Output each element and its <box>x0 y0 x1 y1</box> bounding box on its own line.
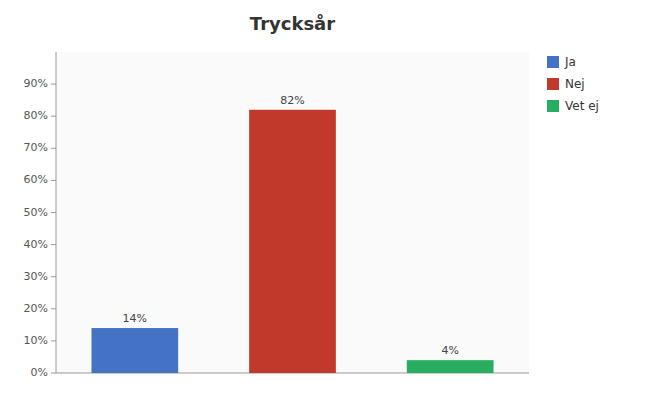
tick-mark <box>51 180 56 181</box>
tick-label: 80% <box>24 109 48 122</box>
bar <box>249 110 336 373</box>
title: Trycksår <box>250 13 335 34</box>
data-label: 14% <box>123 312 147 325</box>
tick-mark <box>51 340 56 341</box>
y-axis-line <box>56 52 57 373</box>
tick-label: 60% <box>24 173 48 186</box>
tick-label: 20% <box>24 302 48 315</box>
bar <box>91 328 178 373</box>
legend-label: Vet ej <box>565 99 599 113</box>
tick-mark <box>51 148 56 149</box>
legend-swatch <box>547 78 559 90</box>
legend-swatch <box>547 100 559 112</box>
data-labels: 14% 82% 4% <box>123 94 459 357</box>
data-label: 4% <box>441 344 458 357</box>
tick-label: 30% <box>24 270 48 283</box>
tick-label: 10% <box>24 334 48 347</box>
legend-label: Nej <box>565 77 585 91</box>
tick-mark <box>51 244 56 245</box>
tick-mark <box>51 212 56 213</box>
legend: Ja Nej Vet ej <box>547 55 599 113</box>
bar <box>407 360 494 373</box>
data-label: 82% <box>280 94 304 107</box>
tick-mark <box>51 373 56 374</box>
y-axis: 0% 10% 20% 30% 40% 50% 60% 70% 80% 90% <box>24 52 56 379</box>
legend-label: Ja <box>564 55 576 69</box>
legend-swatch <box>547 56 559 68</box>
tick-label: 70% <box>24 141 48 154</box>
tick-label: 0% <box>31 366 48 379</box>
tick-mark <box>51 308 56 309</box>
chart: Trycksår 0% 10% 20% 30% 40% 50% 60% 70% 80% 90% 14%… <box>0 0 659 403</box>
tick-mark <box>51 276 56 277</box>
tick-mark <box>51 116 56 117</box>
tick-label: 40% <box>24 238 48 251</box>
tick-label: 90% <box>24 77 48 90</box>
plot-area <box>56 52 529 373</box>
tick-label: 50% <box>24 206 48 219</box>
bars <box>91 110 493 373</box>
tick-mark <box>51 84 56 85</box>
